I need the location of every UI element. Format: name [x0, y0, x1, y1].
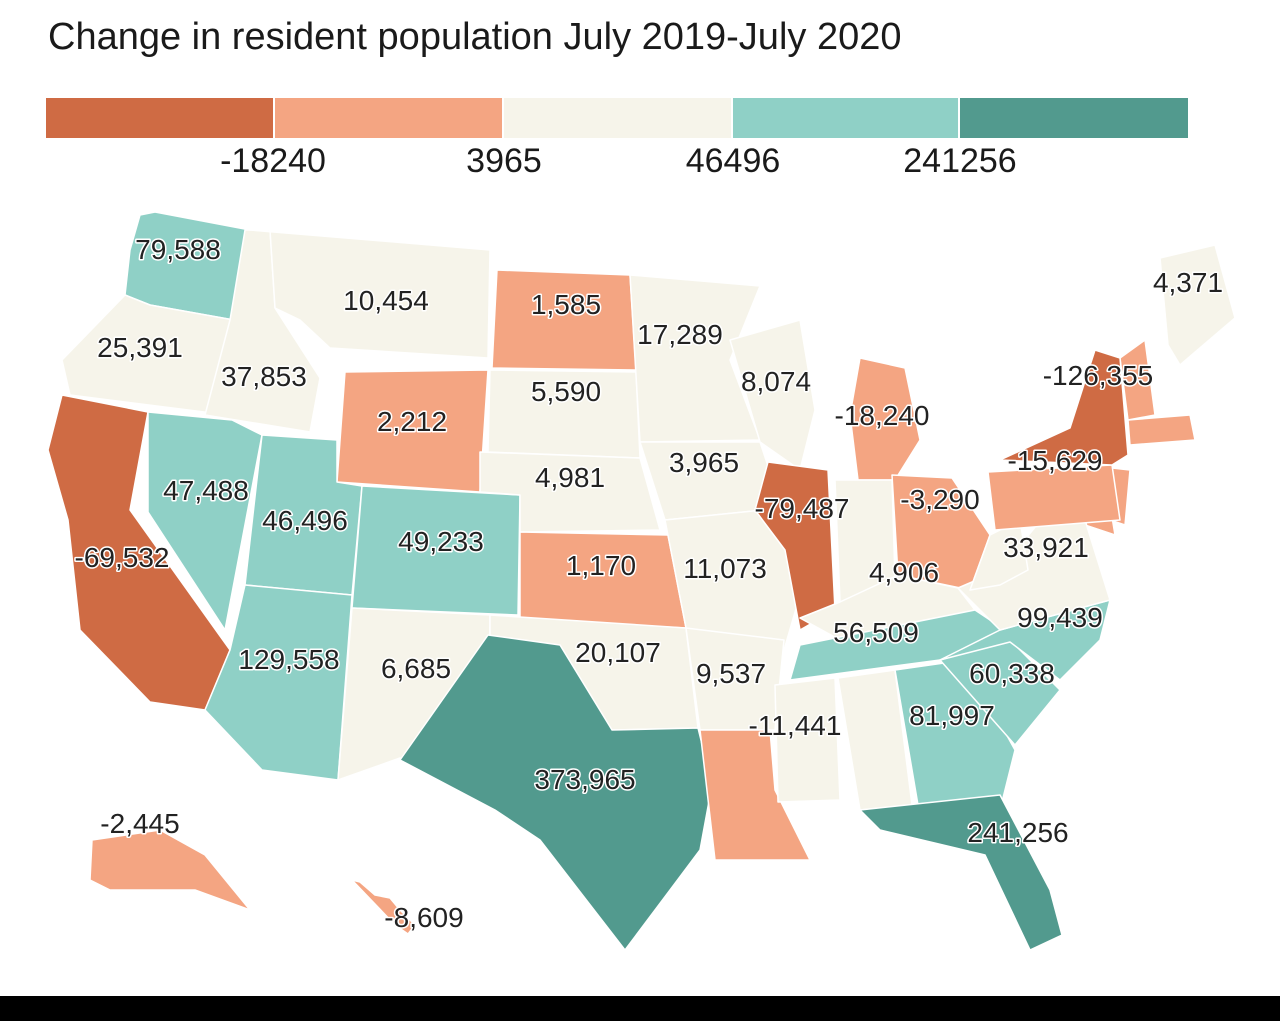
state-shape-massachusetts: [1127, 414, 1196, 446]
state-value-label-california: -69,532: [75, 542, 170, 573]
state-value-label-nevada: 47,488: [163, 475, 249, 506]
state-value-label-michigan: -18,240: [835, 400, 930, 431]
state-value-label-indiana: 4,906: [869, 557, 939, 588]
state-shape-california: [47, 394, 231, 711]
state-value-label-wisconsin: 8,074: [741, 366, 811, 397]
state-shape-alaska: [89, 829, 251, 911]
state-value-label-colorado: 49,233: [398, 526, 484, 557]
state-shape-wisconsin: [729, 319, 816, 471]
state-shape-mississippi: [774, 677, 841, 803]
map-title: Change in resident population July 2019-…: [48, 16, 902, 58]
state-value-label-utah: 46,496: [262, 505, 348, 536]
state-value-label-pennsylvania: -15,629: [1008, 445, 1103, 476]
screen-bottom-bar: [0, 996, 1280, 1021]
state-value-label-maine: 4,371: [1153, 267, 1223, 298]
state-value-label-nebraska: 4,981: [535, 462, 605, 493]
state-shape-north-dakota: [491, 269, 637, 371]
state-shape-texas: [399, 634, 713, 951]
state-value-label-kansas: 1,170: [566, 550, 636, 581]
state-value-label-north-dakota: 1,585: [531, 289, 601, 320]
state-value-label-tennessee: 56,509: [833, 617, 919, 648]
state-value-label-ohio: -3,290: [900, 484, 979, 515]
legend-threshold-2: 3965: [466, 142, 542, 180]
state-value-label-idaho: 37,853: [221, 361, 307, 392]
state-value-label-new-york: -126,355: [1043, 360, 1154, 391]
state-value-label-louisiana: -11,441: [749, 710, 842, 741]
state-shape-west-virginia: [969, 519, 1029, 591]
state-value-label-south-dakota: 5,590: [531, 376, 601, 407]
us-choropleth-map: 79,588 25,391 -69,532 37,853 47,488 10,454 2,2…: [47, 211, 1236, 951]
state-shape-pennsylvania: [987, 464, 1121, 531]
state-value-label-illinois: -79,487: [755, 493, 850, 524]
state-value-label-texas: 373,965: [534, 764, 635, 795]
state-shape-vermont-new-hampshire: [1119, 339, 1156, 421]
state-value-label-iowa: 3,965: [669, 447, 739, 478]
state-shape-hawaii: [351, 879, 416, 935]
legend-threshold-3: 46496: [685, 142, 781, 180]
state-value-label-minnesota: 17,289: [637, 319, 723, 350]
state-value-label-oregon: 25,391: [97, 332, 183, 363]
state-value-label-north-carolina: 99,439: [1017, 602, 1103, 633]
state-value-label-oklahoma: 20,107: [575, 637, 661, 668]
state-shape-new-york: [999, 349, 1129, 466]
state-value-label-new-mexico: 6,685: [381, 653, 451, 684]
state-shape-montana: [249, 229, 491, 359]
state-shape-nevada: [147, 411, 263, 631]
state-value-label-south-carolina: 60,338: [969, 658, 1055, 689]
state-value-label-alaska: -2,445: [100, 808, 179, 839]
state-shape-arizona: [204, 584, 353, 781]
legend-bin-1: [46, 98, 273, 138]
state-value-label-virginia: 33,921: [1003, 532, 1089, 563]
state-value-label-georgia: 81,997: [909, 700, 995, 731]
state-value-label-wyoming: 2,212: [377, 406, 447, 437]
legend-bin-3: [504, 98, 731, 138]
state-shape-arkansas: [685, 627, 785, 731]
legend-bin-5: [960, 98, 1188, 138]
legend-bin-4: [733, 98, 958, 138]
state-value-label-montana: 10,454: [343, 285, 429, 316]
state-shape-louisiana: [699, 729, 811, 861]
state-shape-colorado: [351, 485, 521, 616]
state-shape-maine: [1159, 244, 1236, 366]
state-value-label-arizona: 129,558: [238, 644, 339, 675]
state-shape-illinois: [754, 461, 836, 631]
state-value-label-hawaii: -8,609: [384, 902, 463, 933]
legend-bin-2: [275, 98, 502, 138]
state-shape-minnesota: [629, 274, 761, 443]
state-value-label-florida: 241,256: [967, 817, 1068, 848]
state-value-label-arkansas: 9,537: [696, 658, 766, 689]
state-value-label-missouri: 11,073: [683, 553, 767, 584]
legend-threshold-4: 241256: [903, 142, 1017, 180]
state-value-label-washington: 79,588: [135, 234, 221, 265]
legend-threshold-1: -18240: [220, 142, 326, 180]
state-shape-florida: [859, 794, 1063, 951]
